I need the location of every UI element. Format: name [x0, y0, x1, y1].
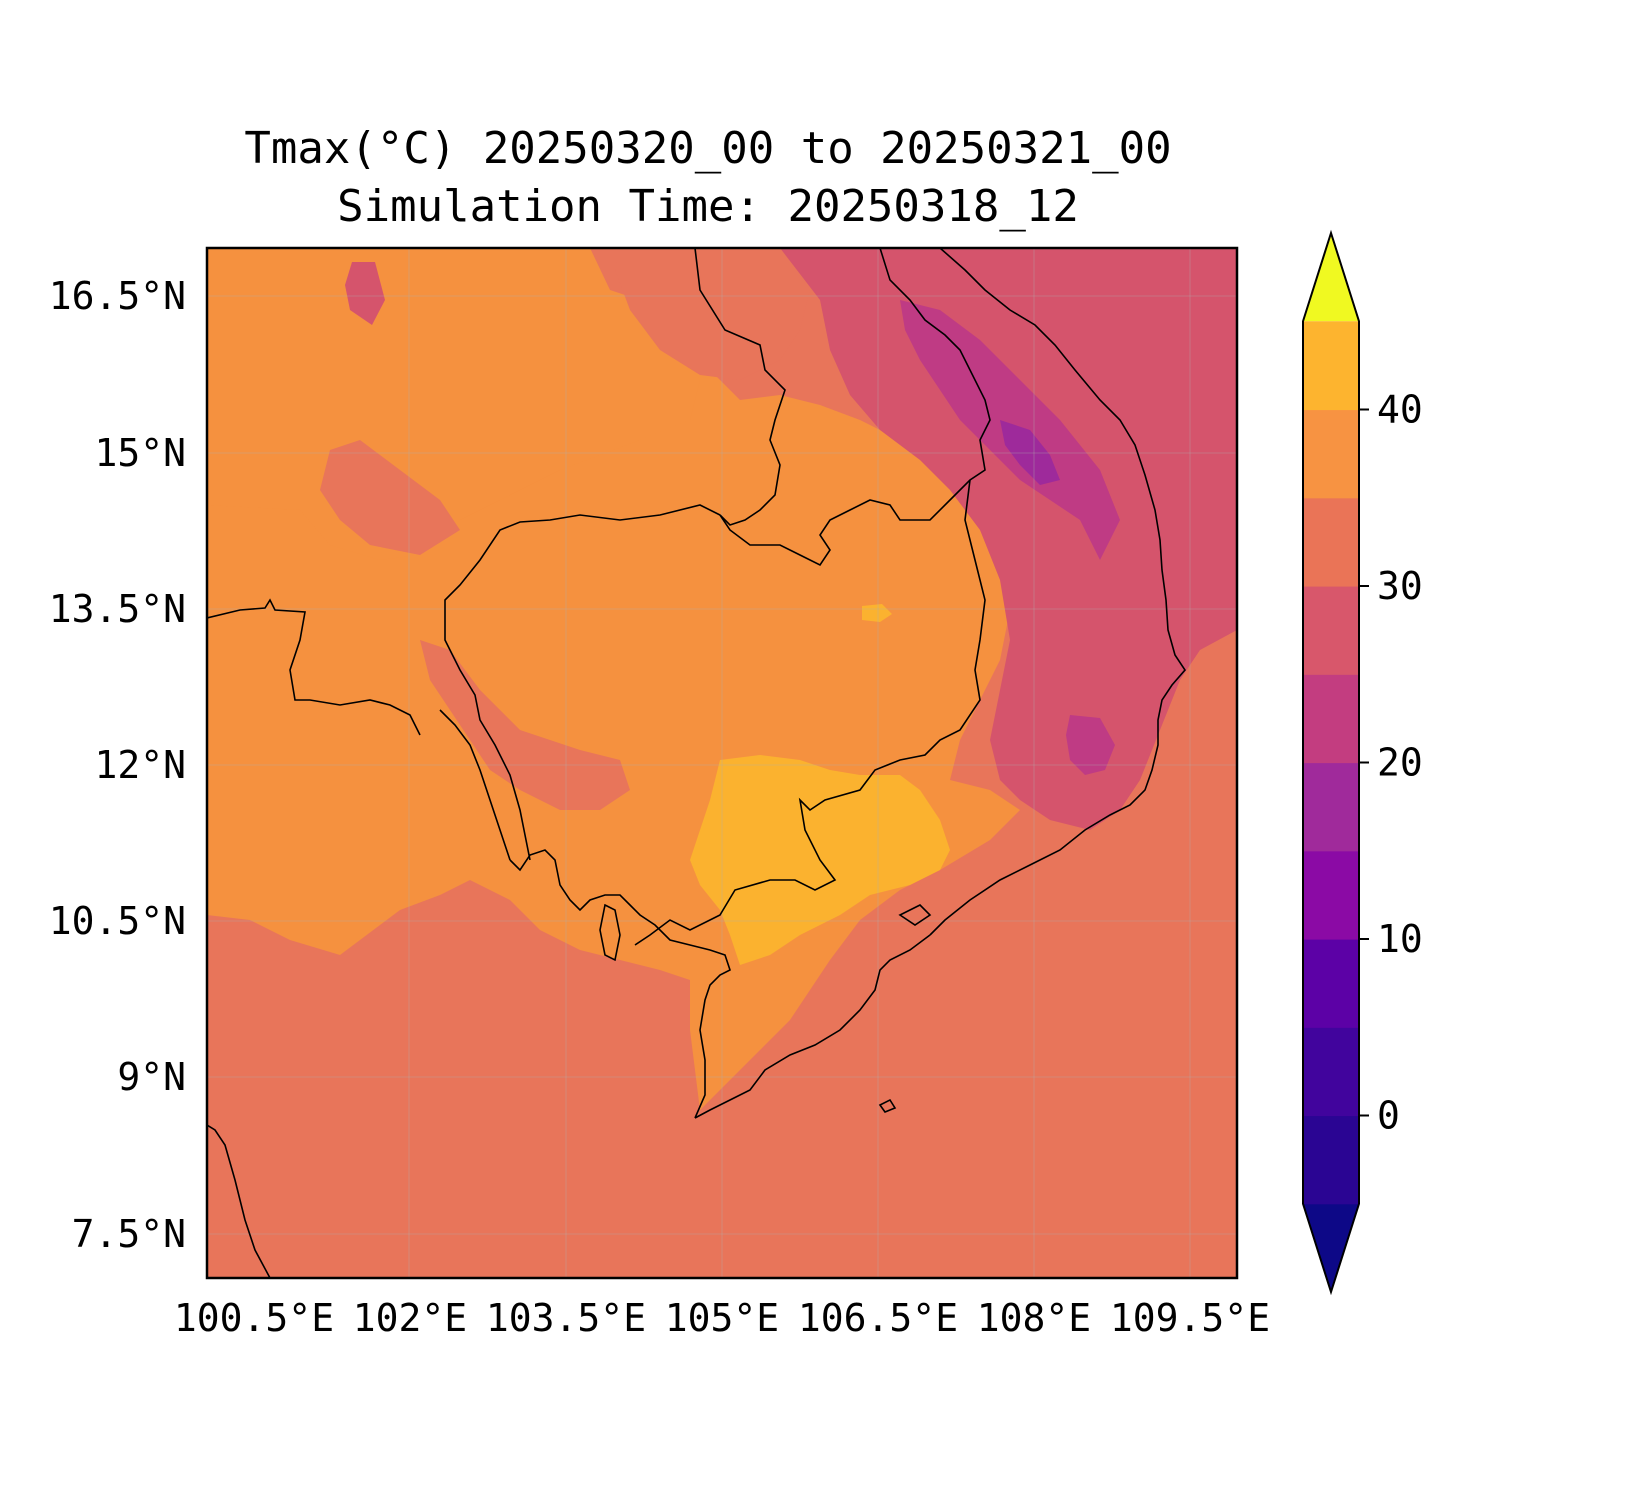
y-tick-label: 7.5°N [72, 1212, 186, 1256]
colorbar-band [1303, 939, 1359, 1028]
temperature-zone-cardamom [420, 640, 630, 810]
temperature-zone-north-lowland [615, 248, 810, 380]
colorbar-band [1303, 1115, 1359, 1205]
colorbar-outline [1302, 229, 1360, 1296]
colorbar-extend-high [1303, 233, 1359, 322]
map-frame [205, 246, 1239, 1280]
y-axis-labels: 16.5°N 15°N 13.5°N 12°N 10.5°N 9°N 7.5°N [49, 274, 186, 1256]
colorbar-tick-label: 10 [1377, 917, 1423, 961]
colorbar-band [1303, 1027, 1359, 1117]
colorbar-tick-label: 40 [1377, 388, 1423, 432]
colorbar-tick-label: 30 [1377, 564, 1423, 608]
x-axis-labels: 100.5°E 102°E 103.5°E 105°E 106.5°E 108°… [174, 1296, 1270, 1340]
colorbar-band [1303, 762, 1359, 852]
temperature-zone-hot-spot [862, 604, 892, 622]
colorbar: 0 10 20 30 40 [1302, 229, 1423, 1296]
colorbar-extend-low [1303, 1203, 1359, 1292]
colorbar-tick-label: 0 [1377, 1094, 1400, 1138]
temperature-zone-mountain-peak [1000, 420, 1060, 485]
colorbar-band [1303, 586, 1359, 675]
x-tick-label: 100.5°E [174, 1296, 334, 1340]
map-plot-area [207, 248, 1237, 1278]
colorbar-band [1303, 409, 1359, 499]
chart-title-line1: Tmax(°C) 20250320_00 to 20250321_00 [244, 123, 1171, 174]
temperature-zone-west-lowland [320, 440, 460, 555]
colorbar-tick-label: 20 [1377, 741, 1423, 785]
x-tick-label: 109.5°E [1110, 1296, 1270, 1340]
y-tick-label: 15°N [94, 431, 186, 475]
y-tick-label: 12°N [94, 743, 186, 787]
y-tick-label: 10.5°N [49, 899, 186, 943]
colorbar-band [1303, 497, 1359, 587]
coastlines [207, 248, 1187, 1278]
colorbar-band [1303, 674, 1359, 764]
graticule [207, 248, 1237, 1278]
colorbar-band [1303, 850, 1359, 940]
y-tick-label: 13.5°N [49, 587, 186, 631]
colorbar-band [1303, 321, 1359, 411]
country-borders [207, 248, 991, 946]
temperature-zone-nw-highland [345, 262, 385, 325]
x-tick-label: 105°E [665, 1296, 779, 1340]
y-tick-label: 9°N [117, 1055, 186, 1099]
x-tick-label: 103.5°E [486, 1296, 646, 1340]
temperature-zone-highland-east [780, 248, 1237, 830]
x-tick-label: 102°E [353, 1296, 467, 1340]
y-tick-label: 16.5°N [49, 274, 186, 318]
temperature-zone-highland-cool-south [1066, 715, 1115, 775]
x-tick-label: 108°E [977, 1296, 1091, 1340]
x-tick-label: 106.5°E [798, 1296, 958, 1340]
chart-title-line2: Simulation Time: 20250318_12 [337, 181, 1079, 232]
